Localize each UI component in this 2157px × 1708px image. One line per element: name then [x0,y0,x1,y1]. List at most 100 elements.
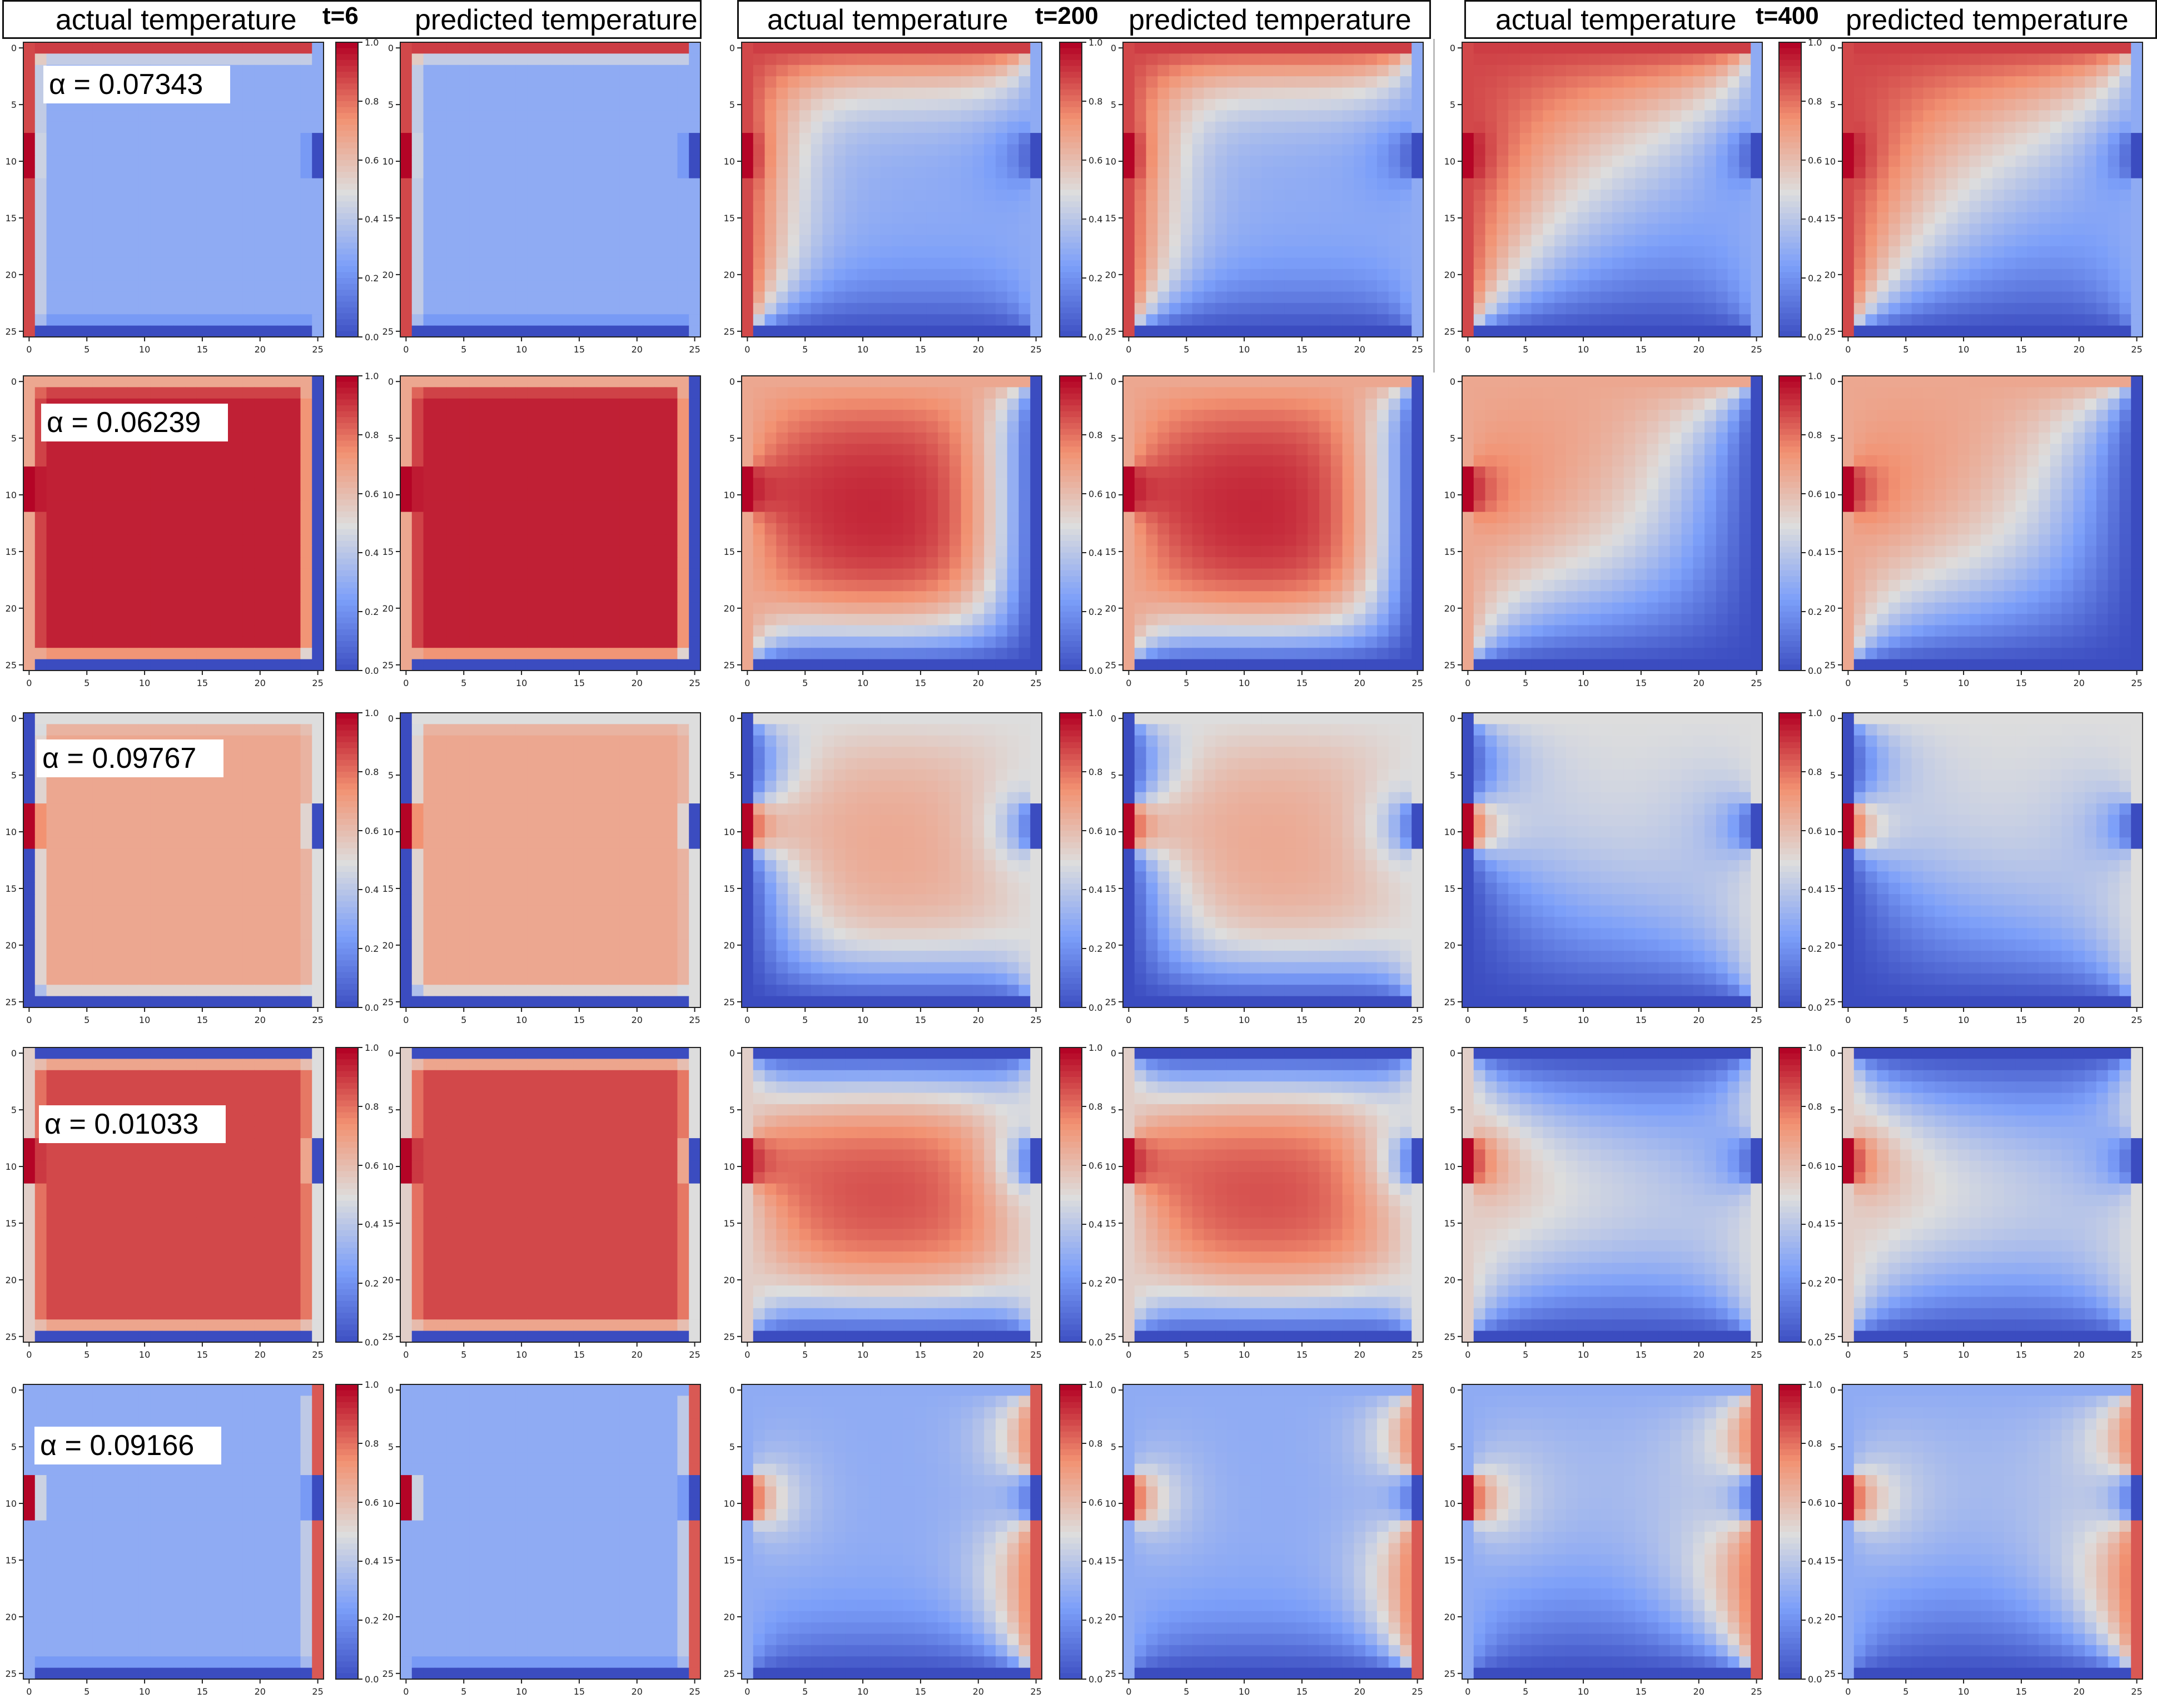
heatmap-cell [539,314,551,326]
heatmap-cell [1226,53,1239,66]
heatmap-cell [46,155,58,167]
heatmap-cell [2027,212,2039,224]
heatmap-cell [1565,167,1578,179]
heatmap-cell [1704,42,1717,54]
heatmap-cell [220,376,232,388]
heatmap-cell [1134,87,1147,100]
heatmap-cell [550,201,563,213]
heatmap-cell [1900,190,1912,201]
heatmap-cell [150,42,162,54]
heatmap-cell [1180,87,1193,100]
heatmap-cell [58,110,70,122]
heatmap-cell [411,178,424,190]
heatmap-cell [961,291,973,304]
heatmap-cell [764,53,777,66]
heatmap-cell [1204,302,1216,315]
heatmap-cell [162,376,174,388]
heatmap-cell [1716,98,1728,111]
heatmap-cell [1388,42,1401,54]
colorbar-segment [336,331,358,337]
heatmap-cell [231,568,243,580]
heatmap-cell [1865,201,1877,213]
heatmap-cell [764,98,777,111]
colorbar-segment [336,319,358,326]
heatmap-cell [764,110,777,122]
colorbar-segment [1060,42,1082,49]
heatmap-cell [2061,224,2074,236]
heatmap-cell [231,398,243,410]
heatmap-cell [231,534,243,547]
heatmap-cell [857,291,869,304]
heatmap-cell [231,500,243,513]
heatmap-cell [423,110,435,122]
heatmap-cell [208,579,220,592]
heatmap-cell [1319,98,1331,111]
heatmap-cell [1296,42,1308,54]
colorbar-segment [336,59,358,67]
heatmap-cell [2119,302,2131,315]
heatmap-cell [1261,314,1274,326]
heatmap-cell [608,64,620,77]
heatmap-cell [845,178,858,190]
heatmap-cell [458,64,470,77]
heatmap-cell [1531,64,1543,77]
heatmap-cell [1400,53,1412,66]
heatmap-cell [1946,64,1959,77]
heatmap-cell [892,178,904,190]
heatmap-cell [446,235,459,247]
heatmap-cell [162,280,174,292]
heatmap-cell [1412,133,1424,145]
heatmap-cell [411,291,424,304]
heatmap-cell [104,212,116,224]
heatmap-cell [1969,121,1981,133]
heatmap-cell [92,466,105,479]
y-tick-label: 25 [1105,326,1116,337]
heatmap-cell [242,64,255,77]
heatmap-cell [1354,98,1366,111]
heatmap-cell [312,500,324,513]
heatmap-cell [949,167,962,179]
heatmap-cell [1601,235,1613,247]
heatmap-cell [312,201,324,213]
heatmap-cell [1969,144,1981,156]
heatmap-cell [1308,302,1320,315]
heatmap-cell [1157,155,1170,167]
heatmap-cell [1250,235,1262,247]
heatmap-cell [1577,167,1590,179]
heatmap-cell [1992,302,2005,315]
heatmap-cell [949,110,962,122]
heatmap-cell [1589,133,1601,145]
heatmap-cell [1577,144,1590,156]
heatmap-cell [972,178,985,190]
heatmap-cell [1923,144,1935,156]
heatmap-cell [857,212,869,224]
heatmap-cell [764,325,777,337]
heatmap-cell [1296,224,1308,236]
heatmap-cell [23,557,36,569]
heatmap-cell [1376,110,1389,122]
heatmap-cell [2050,246,2062,258]
heatmap-cell [527,190,539,201]
heatmap-cell [619,190,632,201]
heatmap-cell [411,235,424,247]
heatmap-cell [1146,144,1158,156]
heatmap-cell [539,110,551,122]
heatmap-cell [1462,64,1474,77]
heatmap-cell [231,133,243,145]
heatmap-cell [266,625,278,637]
heatmap-cell [1992,178,2005,190]
heatmap-cell [2073,246,2085,258]
heatmap-cell [527,144,539,156]
heatmap-cell [1565,235,1578,247]
heatmap-cell [1462,121,1474,133]
heatmap-cell [504,133,516,145]
heatmap-cell [892,224,904,236]
heatmap-cell [423,53,435,66]
heatmap-cell [92,387,105,399]
colorbar-segment [1779,272,1801,279]
heatmap-cell [46,512,58,524]
heatmap-cell [677,257,689,270]
heatmap-cell [764,257,777,270]
heatmap-cell [2061,98,2074,111]
heatmap-cell [527,246,539,258]
